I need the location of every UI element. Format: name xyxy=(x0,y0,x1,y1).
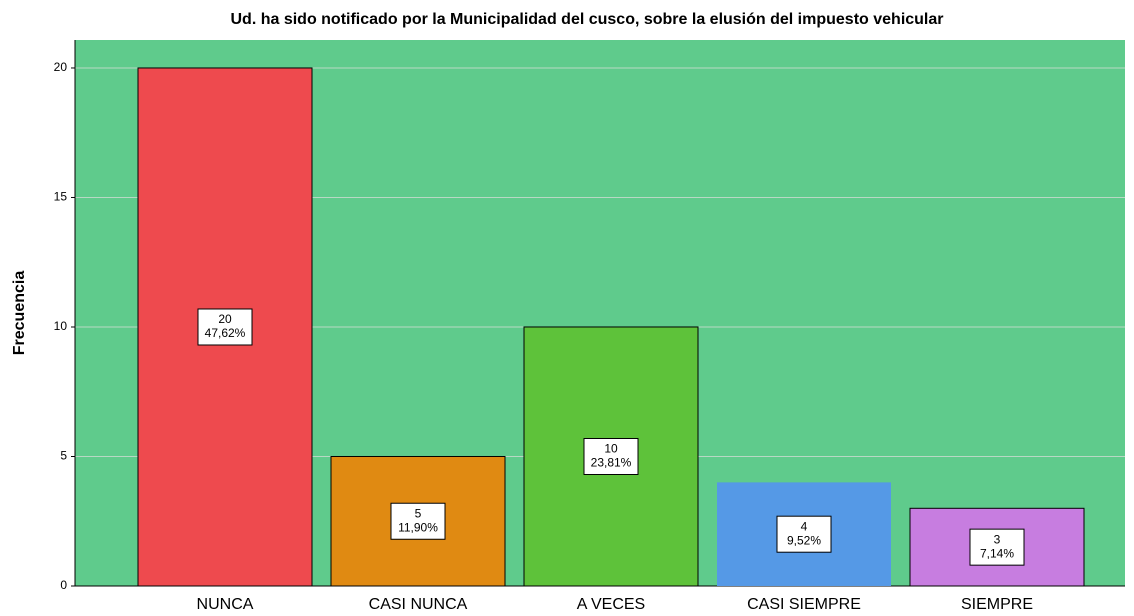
y-tick-label: 15 xyxy=(54,190,68,204)
y-tick-label: 0 xyxy=(60,578,67,592)
y-tick-label: 10 xyxy=(54,319,68,333)
data-label-box xyxy=(197,308,253,346)
data-label-percent: 7,14% xyxy=(980,546,1014,560)
data-label-box xyxy=(390,502,446,540)
data-label-percent: 47,62% xyxy=(205,326,246,340)
data-label-box xyxy=(776,515,832,553)
data-label: 4 xyxy=(801,519,808,533)
x-tick-label: NUNCA xyxy=(197,596,254,613)
y-tick-label: 20 xyxy=(54,60,68,74)
data-label: 5 xyxy=(415,506,422,520)
data-label-percent: 23,81% xyxy=(591,456,632,470)
chart-title: Ud. ha sido notificado por la Municipali… xyxy=(230,11,943,28)
data-label-percent: 11,90% xyxy=(398,520,438,534)
y-axis-title: Frecuencia xyxy=(11,271,28,356)
data-label-percent: 9,52% xyxy=(787,533,821,547)
x-tick-label: CASI SIEMPRE xyxy=(747,596,861,613)
x-tick-label: CASI NUNCA xyxy=(369,596,468,613)
bar xyxy=(909,507,1085,587)
x-tick-label: SIEMPRE xyxy=(961,596,1033,613)
data-label: 10 xyxy=(604,442,618,456)
y-tick-label: 5 xyxy=(60,449,67,463)
data-label-box xyxy=(583,437,639,475)
data-label: 3 xyxy=(994,532,1001,546)
x-tick-label: A VECES xyxy=(577,596,645,613)
data-label-box xyxy=(969,528,1025,566)
data-label: 20 xyxy=(218,312,232,326)
